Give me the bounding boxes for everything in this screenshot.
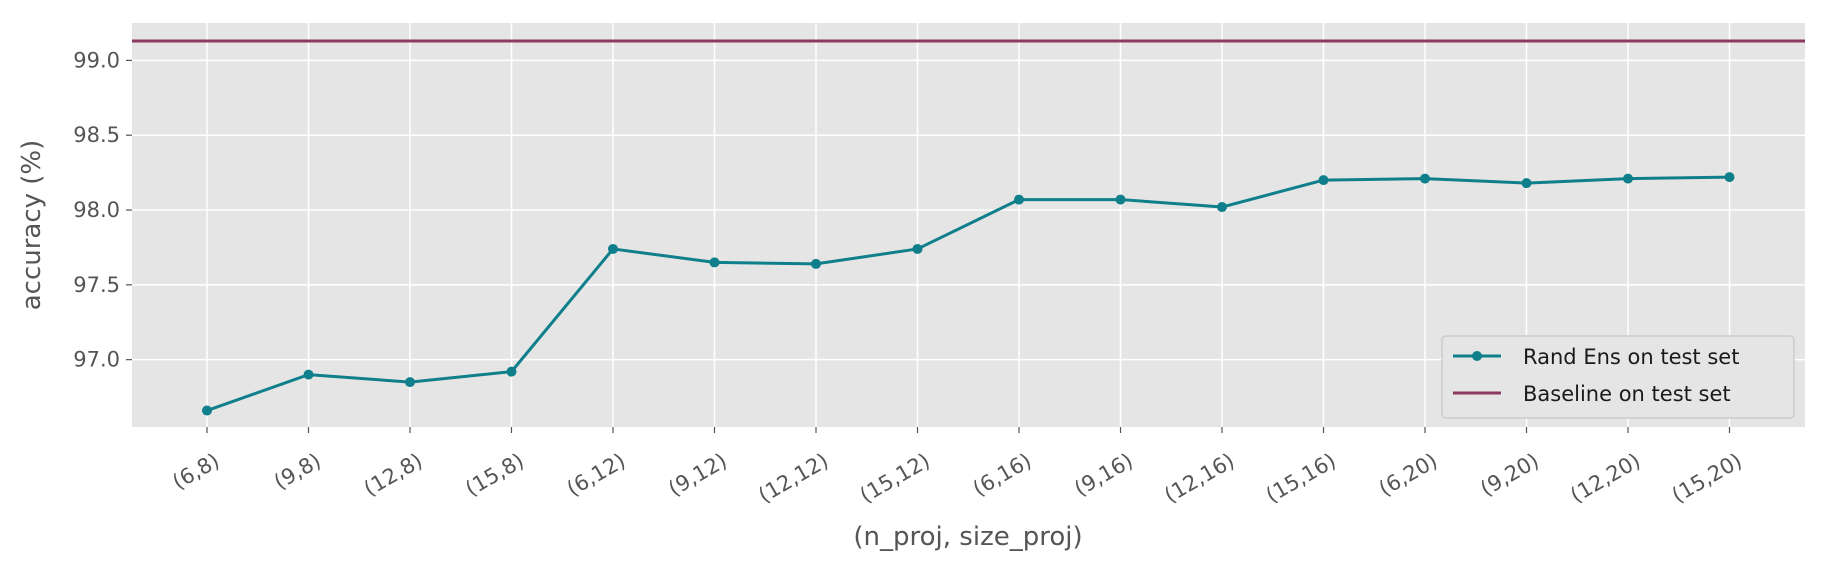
rand-ens-point xyxy=(1217,202,1227,213)
rand-ens-point xyxy=(405,377,415,388)
x-tick-label: (6,16) xyxy=(969,449,1036,501)
y-axis-title: accuracy (%) xyxy=(17,140,47,311)
rand-ens-point xyxy=(912,243,923,254)
rand-ens-point xyxy=(1115,194,1126,205)
rand-ens-point xyxy=(303,369,314,380)
y-tick-labels: 97.0 97.5 98.0 98.5 99.0 xyxy=(73,48,132,372)
rand-ens-point xyxy=(1318,175,1329,186)
x-tick-label: (12,12) xyxy=(754,449,832,508)
x-tick-label: (9,16) xyxy=(1070,449,1137,501)
y-tick-label: 97.0 xyxy=(73,348,120,372)
rand-ens-point xyxy=(1420,173,1430,184)
x-tick-label: (9,12) xyxy=(664,449,731,501)
x-tick-label: (6,12) xyxy=(563,449,630,501)
x-tick-label: (15,16) xyxy=(1262,449,1340,508)
legend-label-baseline: Baseline on test set xyxy=(1523,382,1731,406)
rand-ens-point xyxy=(1724,172,1735,183)
x-axis-title: (n_proj, size_proj) xyxy=(853,522,1082,552)
x-tick-label: (15,8) xyxy=(461,449,528,501)
x-tick-label: (15,20) xyxy=(1668,449,1746,508)
rand-ens-point xyxy=(1014,194,1024,205)
rand-ens-point xyxy=(608,243,618,254)
legend-marker-rand-ens xyxy=(1472,351,1482,361)
legend-label-rand-ens: Rand Ens on test set xyxy=(1523,345,1739,369)
y-tick-label: 98.0 xyxy=(73,198,120,222)
x-tick-label: (12,16) xyxy=(1160,449,1238,508)
y-tick-label: 99.0 xyxy=(73,48,120,72)
x-tick-label: (6,8) xyxy=(168,449,223,495)
rand-ens-point xyxy=(1623,173,1633,184)
rand-ens-point xyxy=(811,258,821,269)
x-tick-label: (9,20) xyxy=(1476,449,1543,501)
x-tick-label: (15,12) xyxy=(856,449,934,508)
rand-ens-point xyxy=(709,257,720,268)
data-series xyxy=(132,39,1805,416)
y-tick-label: 97.5 xyxy=(73,273,120,297)
rand-ens-point xyxy=(1521,178,1532,189)
x-tick-label: (6,20) xyxy=(1375,449,1442,501)
rand-ens-point xyxy=(202,405,212,416)
x-tick-labels: (6,8) (9,8) (12,8) (15,8) (6,12) (9,12) (12,12… xyxy=(168,427,1746,508)
legend: Rand Ens on test set Baseline on test se… xyxy=(1441,335,1795,419)
rand-ens-point xyxy=(506,366,517,377)
y-tick-label: 98.5 xyxy=(73,123,120,147)
x-tick-label: (12,8) xyxy=(360,449,427,501)
x-tick-label: (12,20) xyxy=(1566,449,1644,508)
x-tick-label: (9,8) xyxy=(270,449,325,495)
legend-box xyxy=(1441,335,1795,419)
rand-ens-line xyxy=(206,175,1730,412)
